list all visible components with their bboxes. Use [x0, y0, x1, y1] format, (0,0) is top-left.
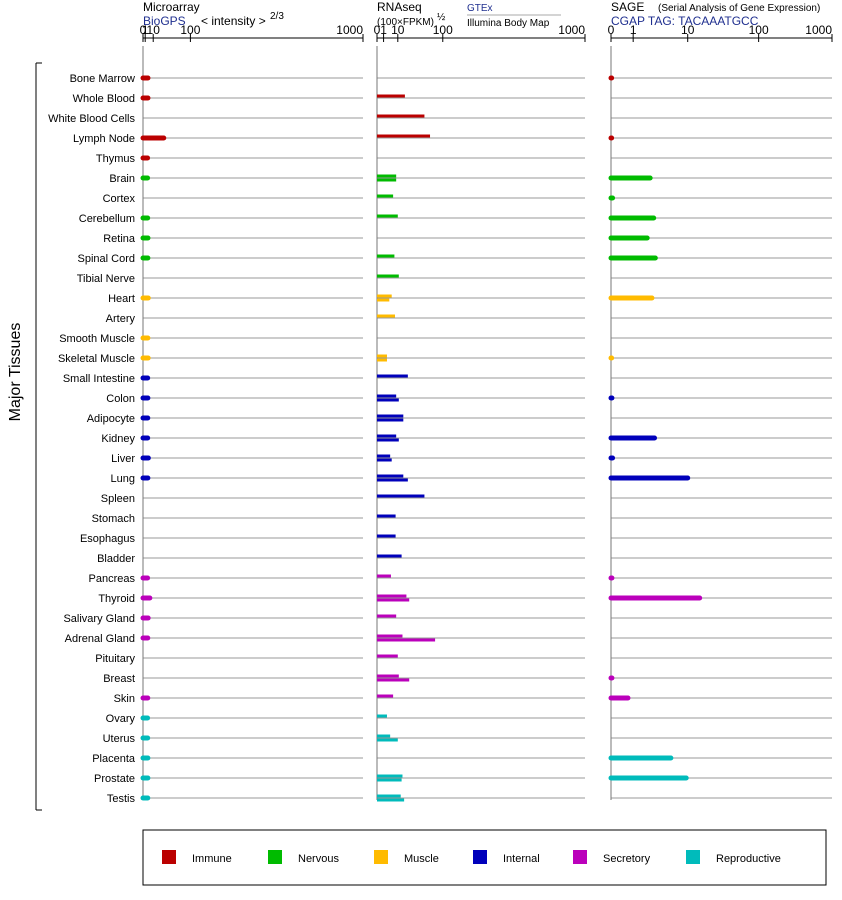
- sage-tick-label-3: 100: [749, 23, 769, 37]
- tissue-label-21: Lung: [111, 473, 135, 485]
- microarray-axis-exponent: 2/3: [270, 11, 284, 22]
- sage-tick-label-2: 10: [681, 23, 695, 37]
- microarray-tick-label-3: 100: [180, 23, 200, 37]
- tissue-label-4: Lymph Node: [73, 133, 135, 145]
- rnaseq-subtitle: (100×FPKM): [377, 17, 434, 28]
- legend-label-muscle: Muscle: [404, 853, 439, 865]
- sage-title: SAGE: [611, 0, 644, 14]
- rnaseq-tick-label-2: 10: [391, 23, 405, 37]
- rnaseq-tick-label-1: 1: [380, 23, 387, 37]
- legend-swatch-secretory: [573, 850, 587, 864]
- legend-label-internal: Internal: [503, 853, 540, 865]
- microarray-axis-label: < intensity >: [201, 14, 266, 28]
- tissue-label-1: Bone Marrow: [70, 73, 135, 85]
- major-tissues-axis-title: Major Tissues: [7, 323, 24, 422]
- rnaseq-source-primary: GTEx: [467, 3, 493, 14]
- sage-subtitle: CGAP TAG: TACAAATGCC: [611, 14, 759, 28]
- tissue-label-6: Brain: [109, 173, 135, 185]
- sage-tick-label-1: 1: [630, 23, 637, 37]
- tissue-label-37: Testis: [107, 793, 136, 805]
- tissue-label-18: Adipocyte: [87, 413, 135, 425]
- sage-title-note: (Serial Analysis of Gene Expression): [658, 3, 820, 14]
- legend-swatch-nervous: [268, 850, 282, 864]
- legend-swatch-reproductive: [686, 850, 700, 864]
- sage-tick-label-0: 0: [608, 23, 615, 37]
- tissue-label-23: Stomach: [92, 513, 135, 525]
- tissue-label-7: Cortex: [103, 193, 136, 205]
- legend-label-secretory: Secretory: [603, 853, 651, 865]
- tissue-label-28: Salivary Gland: [63, 613, 135, 625]
- tissue-label-20: Liver: [111, 453, 135, 465]
- tissue-label-27: Thyroid: [98, 593, 135, 605]
- microarray-tick-label-1: 1: [142, 23, 149, 37]
- rnaseq-tick-label-4: 1000: [558, 23, 585, 37]
- legend-label-nervous: Nervous: [298, 853, 339, 865]
- rnaseq-title: RNAseq: [377, 0, 422, 14]
- tissue-label-2: Whole Blood: [73, 93, 135, 105]
- tissue-label-36: Prostate: [94, 773, 135, 785]
- microarray-tick-label-0: 0: [140, 23, 147, 37]
- sage-tick-label-4: 1000: [805, 23, 832, 37]
- tissue-label-13: Artery: [106, 313, 136, 325]
- tissue-label-10: Spinal Cord: [78, 253, 135, 265]
- legend-label-immune: Immune: [192, 853, 232, 865]
- legend-label-reproductive: Reproductive: [716, 853, 781, 865]
- tissue-label-16: Small Intestine: [63, 373, 135, 385]
- tissue-label-12: Heart: [108, 293, 135, 305]
- tissue-label-14: Smooth Muscle: [59, 333, 135, 345]
- tissue-label-8: Cerebellum: [79, 213, 135, 225]
- rnaseq-tick-label-0: 0: [374, 23, 381, 37]
- tissue-label-3: White Blood Cells: [48, 113, 135, 125]
- tissue-label-25: Bladder: [97, 553, 135, 565]
- microarray-subtitle: BioGPS: [143, 14, 186, 28]
- microarray-tick-label-4: 1000: [336, 23, 363, 37]
- tissue-label-17: Colon: [106, 393, 135, 405]
- tissue-label-31: Breast: [103, 673, 135, 685]
- tissue-label-9: Retina: [103, 233, 136, 245]
- tissue-label-26: Pancreas: [89, 573, 136, 585]
- legend-swatch-immune: [162, 850, 176, 864]
- microarray-title: Microarray: [143, 0, 200, 14]
- tissue-label-29: Adrenal Gland: [65, 633, 135, 645]
- tissue-label-15: Skeletal Muscle: [58, 353, 135, 365]
- tissue-label-35: Placenta: [92, 753, 136, 765]
- tissue-label-22: Spleen: [101, 493, 135, 505]
- microarray-tick-label-2: 10: [147, 23, 161, 37]
- rnaseq-source-secondary: Illumina Body Map: [467, 18, 550, 29]
- tissue-label-19: Kidney: [101, 433, 135, 445]
- tissue-label-34: Uterus: [103, 733, 136, 745]
- tissue-label-5: Thymus: [96, 153, 136, 165]
- tissue-label-11: Tibial Nerve: [77, 273, 135, 285]
- legend-swatch-muscle: [374, 850, 388, 864]
- legend-swatch-internal: [473, 850, 487, 864]
- tissue-label-33: Ovary: [106, 713, 136, 725]
- tissue-label-24: Esophagus: [80, 533, 136, 545]
- tissue-label-30: Pituitary: [95, 653, 135, 665]
- tissue-label-32: Skin: [114, 693, 135, 705]
- rnaseq-tick-label-3: 100: [433, 23, 453, 37]
- rnaseq-axis-exponent: ½: [437, 12, 446, 23]
